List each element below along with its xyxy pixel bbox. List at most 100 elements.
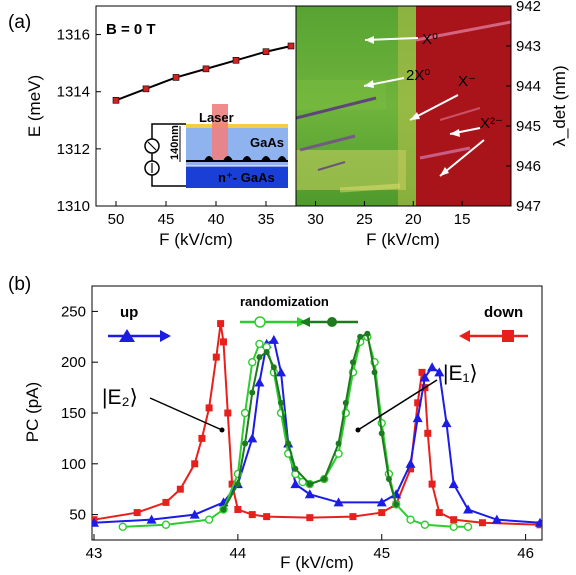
panel-a-left-ytick: 1316 — [57, 27, 90, 44]
lambda-det-label: λ_det (nm) — [550, 65, 569, 146]
thickness-label: 140nm — [169, 125, 181, 160]
panel-b-point — [212, 353, 220, 361]
panel-b-point — [92, 517, 99, 527]
panel-b-point — [418, 368, 426, 376]
panel-a-left-xtick: 40 — [208, 211, 225, 228]
panel-a-left-point — [287, 42, 295, 50]
panel-b-point — [290, 479, 301, 489]
laser-label: Laser — [199, 110, 234, 125]
panel-b-point — [268, 334, 279, 344]
legend-down-arrow — [459, 330, 528, 342]
panel-a-right-ytick: 943 — [516, 38, 541, 55]
panel-b-point — [146, 514, 157, 524]
panel-b-ytick: 50 — [69, 507, 86, 524]
panel-b-point — [407, 465, 415, 473]
panel-b-point — [378, 509, 386, 517]
panel-a-right-ylabel: λ_det (nm) — [550, 65, 569, 146]
legend-up-label: up — [120, 304, 138, 321]
panel-b-point — [249, 389, 256, 396]
panel-b-point — [240, 408, 250, 418]
panel-a-left-ylabel: E (meV) — [25, 75, 44, 137]
gaas-layer — [186, 126, 288, 166]
panel-b-point — [133, 509, 141, 517]
emission-line-1 — [296, 96, 377, 120]
panel-b-point — [256, 354, 263, 361]
panel-a-left-xlabel: F (kV/cm) — [159, 230, 233, 249]
panel-b-series — [92, 320, 542, 531]
panel-b-point — [321, 476, 328, 483]
panel-b-point — [419, 372, 430, 382]
panel-b-point — [285, 440, 292, 447]
panel-a-left-point — [202, 65, 210, 73]
substrate-label: n⁺- GaAs — [218, 170, 275, 185]
panel-b-ylabel: PC (pA) — [23, 382, 42, 442]
panel-b-point — [376, 497, 387, 507]
circuit-wires — [151, 123, 186, 187]
state-E1-label: |E₁⟩ — [443, 362, 478, 385]
panel-a-right-xtick: 20 — [405, 211, 422, 228]
panel-b-point — [463, 504, 474, 514]
panel-a-left-ytick: 1312 — [57, 141, 90, 158]
state-E2-label: |E₂⟩ — [102, 386, 138, 409]
panel-label-b: (b) — [8, 274, 31, 295]
gaas-label: GaAs — [250, 135, 284, 150]
panel-b-point — [349, 359, 356, 366]
panel-b-point — [364, 330, 371, 337]
legend-down-label: down — [484, 304, 523, 321]
panel-b-point — [217, 320, 225, 328]
panel-b-xtick: 44 — [230, 545, 247, 562]
panel-b-point — [234, 506, 242, 514]
legend-randomization-label: randomization — [240, 294, 329, 309]
panel-b-point — [162, 498, 170, 506]
panel-b-point — [228, 480, 236, 488]
panel-b-point — [441, 418, 452, 428]
panel-b-point — [191, 460, 199, 468]
panel-b-point — [189, 509, 200, 519]
state-annotations: |E₂⟩ |E₁⟩ — [102, 362, 478, 433]
panel-b-point — [450, 516, 458, 524]
panel-b-point — [204, 515, 214, 524]
panel-b-point — [298, 477, 307, 487]
panel-b-point — [247, 433, 258, 443]
panel-b-point — [242, 440, 249, 447]
panel-b-ytick: 250 — [61, 303, 86, 320]
panel-b-ticks: 43 44 45 46 50 100 150 200 250 — [61, 303, 534, 562]
legend-up-arrow — [108, 329, 171, 342]
legend: up randomization down — [108, 294, 528, 342]
substrate-layer — [186, 166, 288, 188]
panel-b-point — [205, 404, 213, 412]
panel-a-left-ticks: 50 45 40 35 1310 1312 1314 1316 — [57, 27, 275, 228]
panel-a-right-xtick: 30 — [307, 211, 324, 228]
panel-a-right-ytick: 947 — [516, 198, 541, 215]
panel-b-point — [357, 333, 364, 340]
panel-b-xtick: 46 — [517, 545, 534, 562]
panel-b-point — [333, 497, 344, 507]
panel-b-point — [263, 349, 270, 356]
label-X2-: X²⁻ — [480, 115, 503, 132]
emission-line-3 — [317, 161, 346, 171]
panel-label-a: (a) — [8, 12, 31, 33]
panel-b-point — [535, 517, 542, 527]
panel-b-point — [434, 367, 445, 377]
emission-line-6 — [439, 107, 481, 121]
dot-layer — [186, 160, 288, 162]
panel-b-point — [406, 515, 415, 524]
panel-a-left-ytick: 1314 — [57, 84, 90, 101]
panel-b-point — [405, 458, 416, 468]
heatmap-annotations: X⁰ 2X⁰ X⁻ X²⁻ — [363, 31, 503, 177]
b-field-annotation: B = 0 T — [106, 21, 156, 38]
panel-a-left-point — [262, 48, 270, 56]
panel-b-point — [393, 501, 400, 508]
panel-a-left-point — [172, 74, 180, 81]
panel-b-point — [224, 409, 232, 417]
panel-b-point — [335, 440, 342, 447]
panel-b-point — [161, 520, 171, 529]
panel-b-point — [306, 481, 313, 488]
panel-b-point — [248, 358, 257, 367]
panel-b-point — [342, 399, 349, 406]
panel-b-point — [270, 364, 277, 371]
panel-a-right-ytick: 944 — [516, 78, 541, 95]
panel-a-left-xtick: 35 — [258, 211, 275, 228]
panel-b-point — [118, 522, 127, 531]
